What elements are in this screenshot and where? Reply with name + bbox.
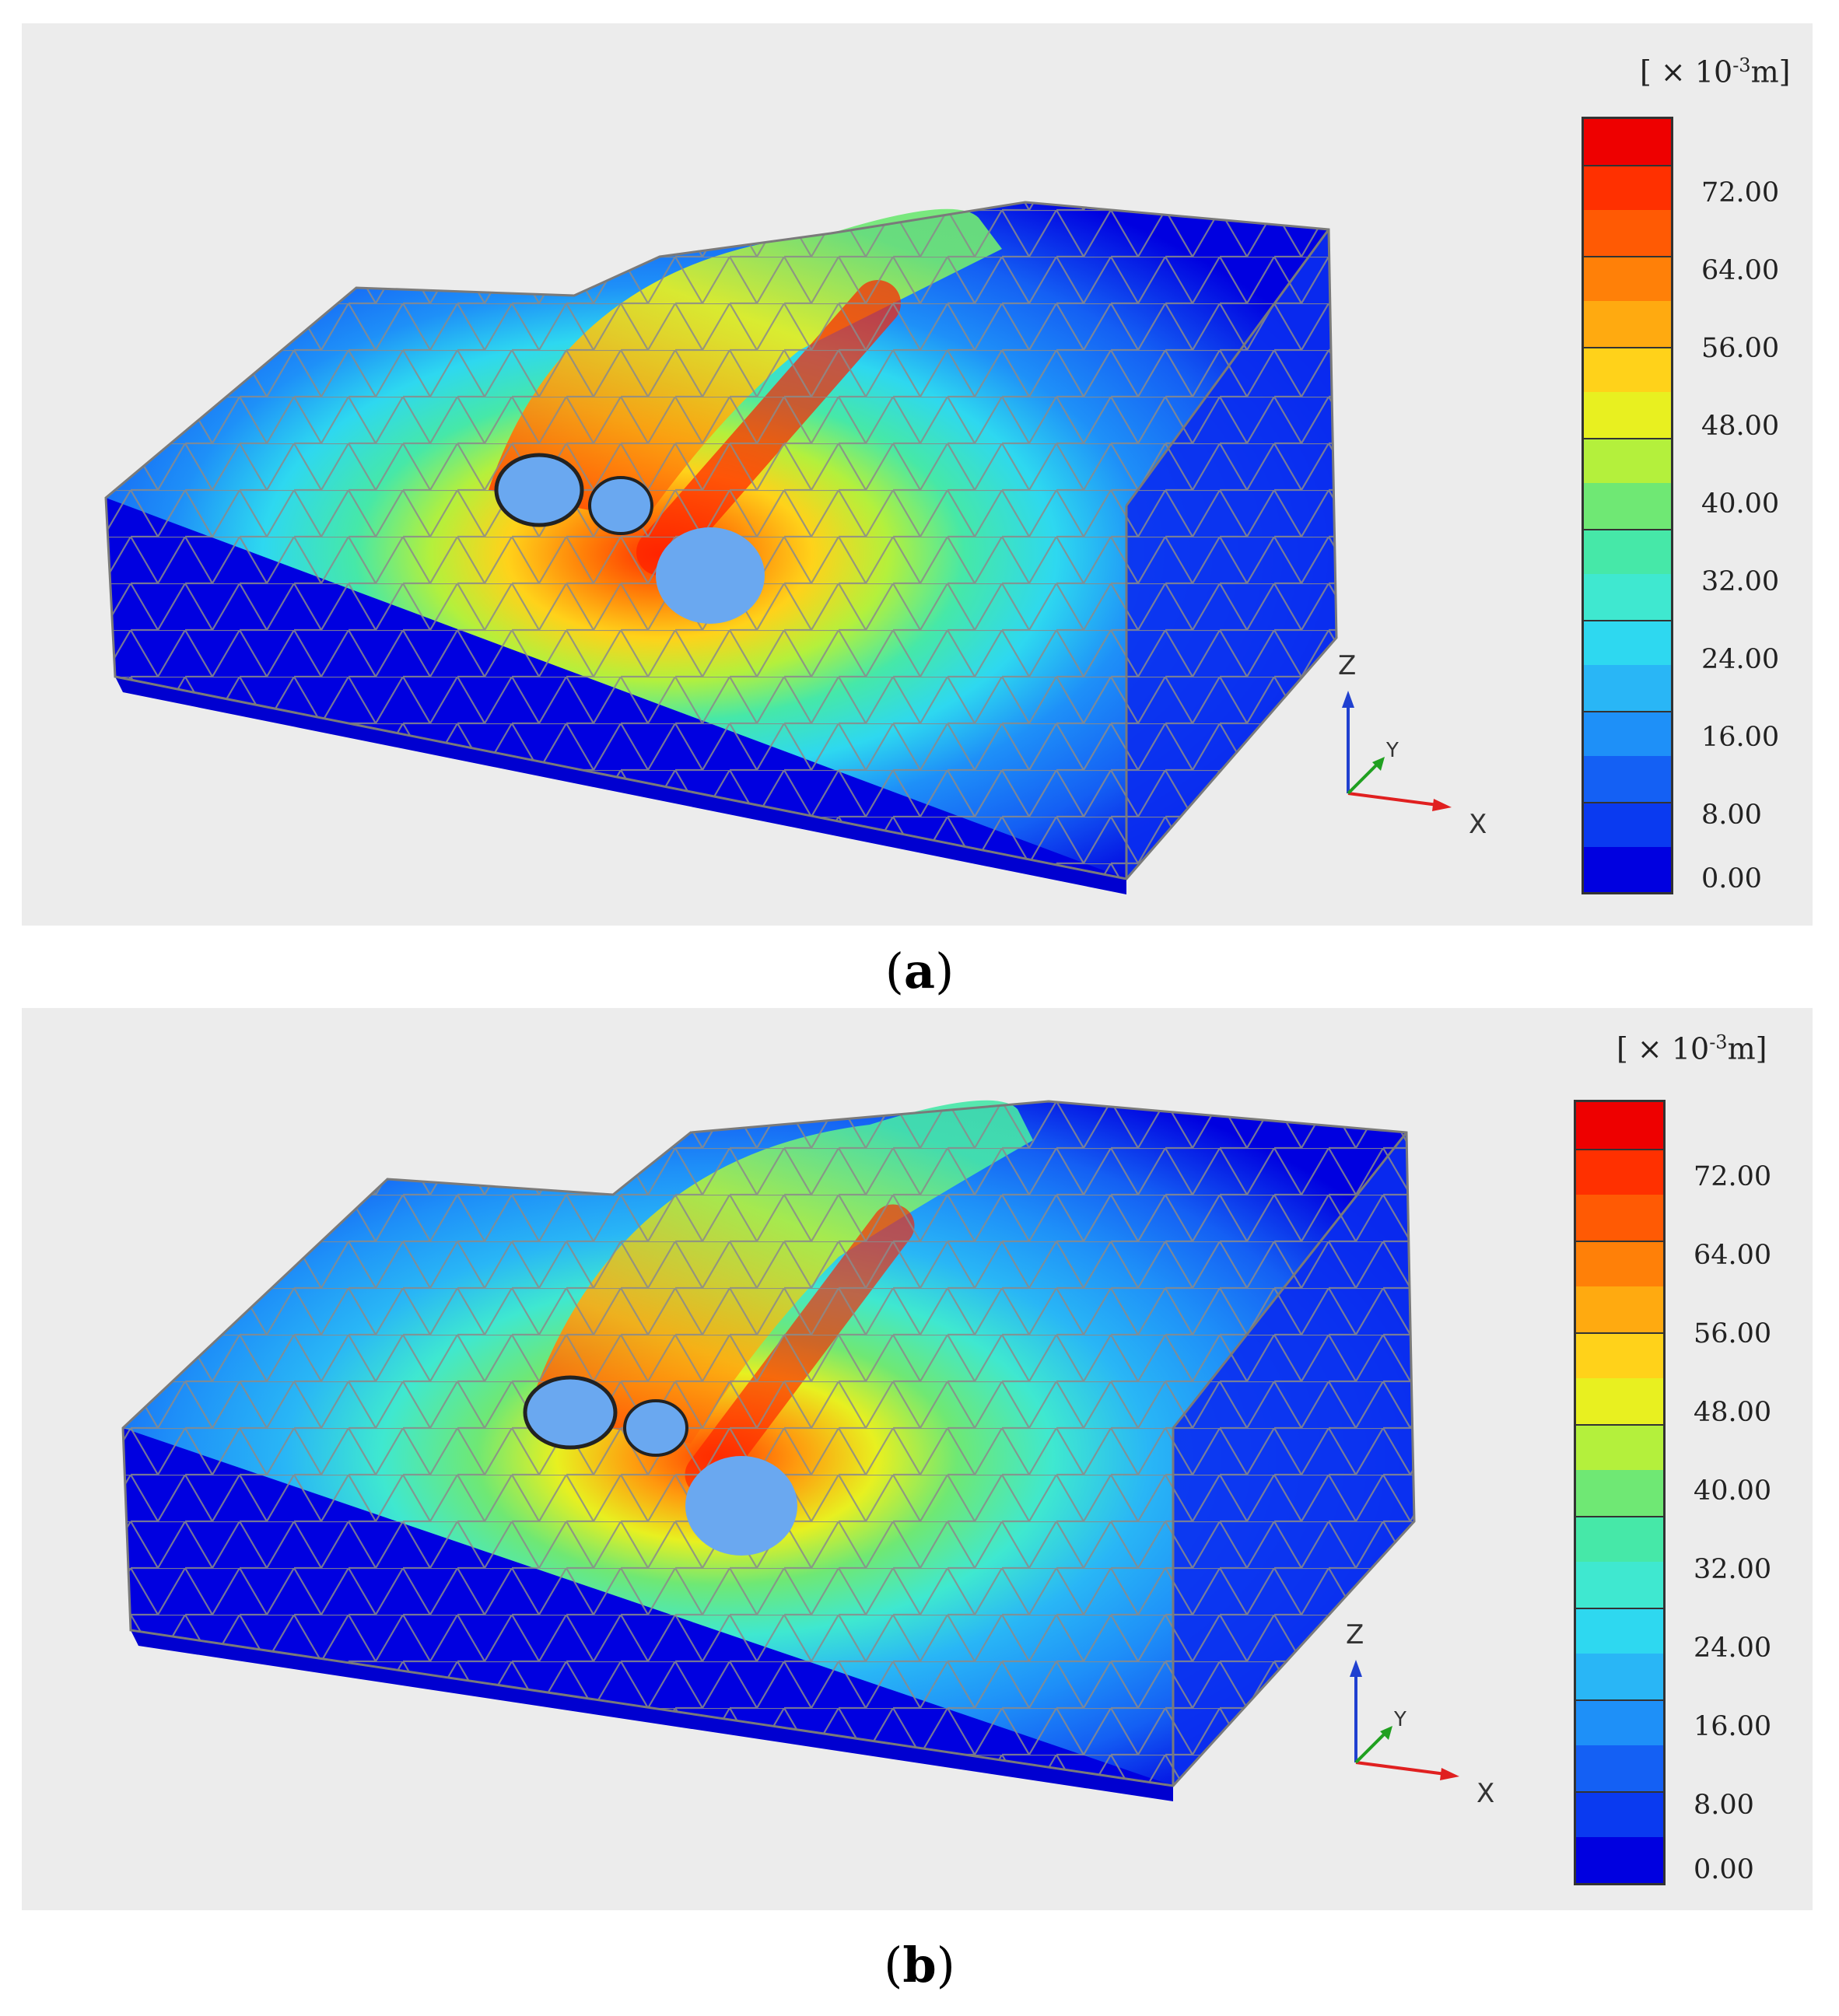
axis-triad-b	[1350, 1660, 1459, 1780]
caption-b: (b)	[884, 1937, 955, 1993]
legend-color-band	[1576, 1607, 1663, 1654]
legend-color-band	[1584, 164, 1671, 211]
legend-color-band	[1576, 1377, 1663, 1426]
color-legend-bar	[1574, 1100, 1666, 1885]
legend-color-band	[1576, 1194, 1663, 1242]
tunnel-group-b	[523, 1375, 797, 1556]
legend-color-band	[1576, 1515, 1663, 1563]
legend-color-band	[1584, 846, 1671, 893]
legend-tick-label: 56.00	[1701, 333, 1780, 364]
legend-color-band	[1584, 391, 1671, 439]
legend-tick-label: 48.00	[1701, 411, 1780, 442]
legend-color-band	[1576, 1148, 1663, 1195]
legend-color-band	[1576, 1653, 1663, 1702]
tunnel-group-a	[494, 453, 765, 624]
legend-color-band	[1584, 437, 1671, 484]
legend-tick-label: 40.00	[1694, 1475, 1772, 1507]
legend-color-band	[1576, 1240, 1663, 1286]
legend-color-band	[1576, 1561, 1663, 1610]
panel-b: Z Y X [ × 10-3m] 72.00 64.00 56.00 48.00 40.…	[22, 1008, 1813, 1910]
legend-tick-label: 48.00	[1694, 1397, 1772, 1428]
legend-tick-label: 64.00	[1694, 1240, 1772, 1271]
axis-x-label: X	[1476, 1778, 1495, 1809]
legend-color-band	[1584, 528, 1671, 575]
legend-color-band	[1584, 300, 1671, 348]
legend-color-band	[1584, 755, 1671, 803]
legend-color-band	[1576, 1469, 1663, 1518]
legend-tick-label: 32.00	[1701, 566, 1780, 597]
panel-a: Z Y X [ × 10-3m] 72.00 64.00 56.00 48.00 40.…	[22, 23, 1813, 926]
legend-color-band	[1584, 255, 1671, 302]
legend-tick-label: 40.00	[1701, 488, 1780, 520]
legend-tick-label: 8.00	[1694, 1790, 1754, 1821]
legend-color-band	[1584, 664, 1671, 712]
axis-y-label: Y	[1394, 1708, 1406, 1731]
legend-unit: [ × 10-3m]	[1617, 1031, 1767, 1066]
legend-tick-label: 72.00	[1694, 1161, 1772, 1192]
axis-x-label: X	[1469, 809, 1487, 840]
legend-color-band	[1584, 619, 1671, 666]
legend-color-band	[1584, 119, 1671, 166]
legend-tick-label: 32.00	[1694, 1554, 1772, 1585]
color-legend-bar	[1582, 117, 1673, 894]
legend-color-band	[1576, 1102, 1663, 1150]
legend-color-band	[1584, 346, 1671, 393]
legend-tick-label: 56.00	[1694, 1318, 1772, 1349]
axis-z-label: Z	[1346, 1619, 1364, 1650]
legend-color-band	[1576, 1423, 1663, 1470]
legend-unit: [ × 10-3m]	[1640, 54, 1791, 89]
legend-color-band	[1576, 1836, 1663, 1884]
legend-color-band	[1584, 573, 1671, 621]
model-a-view	[104, 201, 1452, 894]
legend-color-band	[1576, 1745, 1663, 1794]
legend-color-band	[1576, 1332, 1663, 1378]
caption-a: (a)	[884, 943, 955, 999]
legend-color-band	[1576, 1790, 1663, 1838]
legend-tick-label: 0.00	[1694, 1854, 1754, 1885]
legend-tick-label: 0.00	[1701, 863, 1762, 894]
legend-color-band	[1576, 1286, 1663, 1334]
model-b-view	[121, 1100, 1459, 1801]
legend-color-band	[1576, 1699, 1663, 1746]
legend-tick-label: 24.00	[1694, 1633, 1772, 1664]
legend-tick-label: 64.00	[1701, 255, 1780, 286]
legend-color-band	[1584, 482, 1671, 530]
legend-tick-label: 8.00	[1701, 800, 1762, 831]
model-block-b	[121, 1100, 1416, 1801]
axis-y-label: Y	[1386, 739, 1399, 762]
legend-tick-label: 16.00	[1694, 1711, 1772, 1742]
axis-triad-a	[1342, 691, 1452, 811]
legend-tick-label: 24.00	[1701, 644, 1780, 675]
legend-color-band	[1584, 801, 1671, 848]
legend-color-band	[1584, 209, 1671, 257]
axis-z-label: Z	[1338, 650, 1357, 681]
legend-color-band	[1584, 710, 1671, 757]
legend-tick-label: 72.00	[1701, 177, 1780, 208]
legend-tick-label: 16.00	[1701, 722, 1780, 753]
